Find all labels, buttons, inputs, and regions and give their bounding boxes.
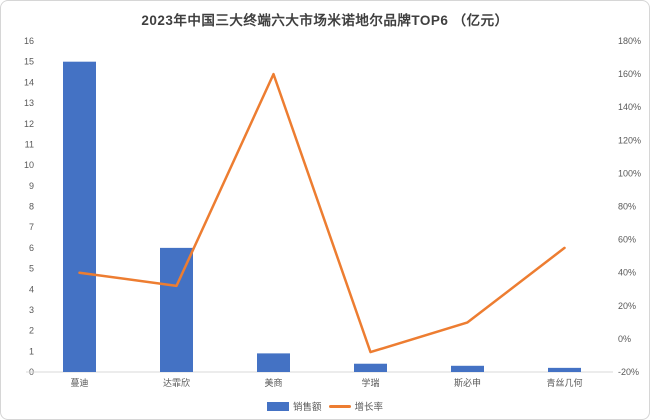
left-axis-tick-label: 5 — [29, 264, 34, 274]
legend-item-sales: 销售额 — [266, 399, 322, 413]
left-axis-tick-label: 3 — [29, 305, 34, 315]
left-axis-tick-label: 12 — [24, 119, 34, 129]
left-axis-tick-label: 9 — [29, 181, 34, 191]
left-axis-tick-label: 16 — [24, 36, 34, 46]
left-axis-tick-label: 14 — [24, 77, 34, 87]
x-axis-category-label: 达霏欣 — [163, 377, 190, 388]
left-axis-tick-label: 13 — [24, 98, 34, 108]
right-axis-tick-label: 100% — [618, 168, 641, 178]
bar-达霏欣 — [160, 247, 193, 372]
left-axis-tick-label: 8 — [29, 202, 34, 212]
left-axis-tick-label: 15 — [24, 57, 34, 67]
left-axis-tick-label: 1 — [29, 346, 34, 356]
right-axis-tick-label: 120% — [618, 135, 641, 145]
bar-蔓迪 — [63, 61, 96, 372]
growth-rate-line — [78, 72, 566, 354]
bar-斯必申 — [451, 365, 484, 372]
left-axis-tick-label: 10 — [24, 160, 34, 170]
right-axis-tick-label: 40% — [618, 268, 636, 278]
x-axis-category-label: 学瑞 — [361, 377, 379, 388]
growth-legend-swatch — [328, 404, 351, 408]
left-axis-tick-label: 4 — [29, 284, 34, 294]
x-axis-category-label: 蔓迪 — [70, 377, 88, 388]
sales-legend-label: 销售额 — [292, 402, 322, 413]
right-axis-tick-label: 180% — [618, 36, 641, 46]
x-axis-category-label: 青丝几何 — [546, 377, 582, 388]
sales-legend-swatch — [266, 401, 289, 411]
chart-legend: 销售额 增长率 — [1, 399, 649, 413]
left-axis-tick-label: 6 — [29, 243, 34, 253]
x-axis-category-label: 美商 — [264, 377, 282, 388]
right-axis-tick-label: 160% — [618, 69, 641, 79]
bar-青丝几何 — [548, 367, 581, 372]
right-axis-tick-label: 0% — [618, 334, 631, 344]
right-axis-tick-label: 60% — [618, 235, 636, 245]
bar-美商 — [257, 353, 290, 372]
growth-legend-label: 增长率 — [354, 402, 384, 413]
left-axis-tick-label: 2 — [29, 326, 34, 336]
right-axis-tick-label: -20% — [618, 367, 639, 377]
chart-title: 2023年中国三大终端六大市场米诺地尔品牌TOP6 （亿元） — [141, 13, 509, 28]
left-axis-tick-label: 11 — [25, 139, 34, 149]
right-axis-tick-label: 20% — [618, 301, 636, 311]
legend-item-growth: 增长率 — [328, 399, 384, 413]
right-axis-tick-label: 140% — [618, 102, 641, 112]
bar-学瑞 — [354, 363, 387, 372]
right-axis-tick-label: 80% — [618, 202, 636, 212]
left-axis-tick-label: 7 — [29, 222, 34, 232]
x-axis-category-label: 斯必申 — [454, 377, 481, 388]
